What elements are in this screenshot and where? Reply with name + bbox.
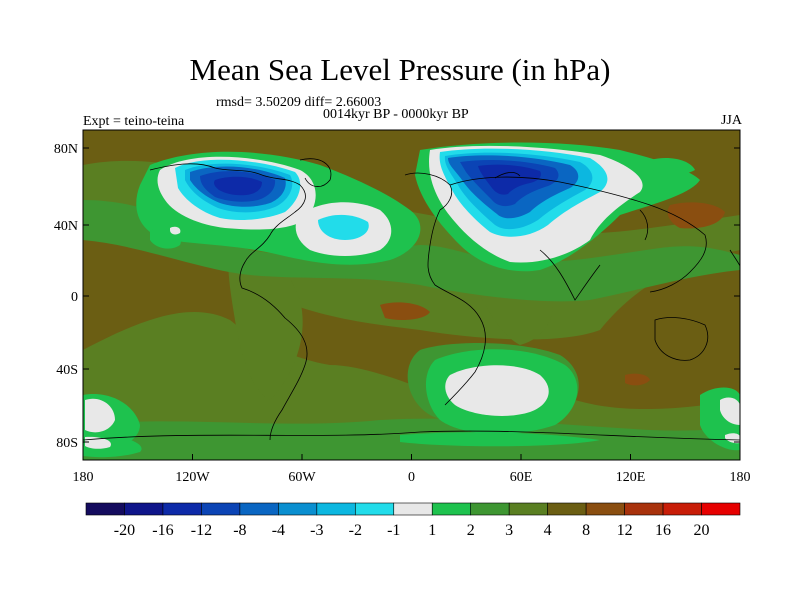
colorbar-label: -3 [310, 522, 323, 539]
field-band-neg12-neg8 [214, 164, 541, 196]
coastlines [83, 158, 740, 441]
colorbar-swatch [124, 502, 164, 516]
colorbar-swatch [239, 502, 279, 516]
colorbar-label: 1 [428, 522, 436, 539]
period-text: 0014kyr BP - 0000kyr BP [323, 107, 469, 122]
pressure-field [83, 130, 740, 460]
colorbar-label: 20 [694, 522, 710, 539]
lon-label: 180 [73, 470, 94, 485]
colorbar-swatch [701, 502, 741, 516]
lat-label: 40S [56, 363, 78, 378]
colorbar-label: -20 [114, 522, 135, 539]
lon-label: 180 [730, 470, 751, 485]
colorbar-swatch [201, 502, 241, 516]
colorbar-swatch [508, 502, 548, 516]
colorbar-label: 4 [544, 522, 552, 539]
colorbar-label: -8 [233, 522, 246, 539]
lon-label: 120W [175, 470, 210, 485]
colorbar: -20 -16 -12 -8 -4 -3 -2 -1 1 2 3 4 8 12 16 20 [85, 502, 741, 539]
experiment-label: Expt = teino-teina [83, 114, 185, 129]
lat-label: 80N [54, 142, 78, 157]
lon-label: 0 [408, 470, 415, 485]
colorbar-label: -1 [387, 522, 400, 539]
colorbar-label: 12 [617, 522, 633, 539]
colorbar-label: -16 [152, 522, 173, 539]
statistics-text: rmsd= 3.50209 diff= 2.66003 [216, 95, 382, 110]
colorbar-label: 3 [505, 522, 513, 539]
colorbar-swatch [393, 502, 433, 516]
colorbar-label: 16 [655, 522, 671, 539]
colorbar-swatch [354, 502, 395, 516]
colorbar-swatch [316, 502, 356, 516]
colorbar-swatch [662, 502, 702, 516]
colorbar-label: -2 [349, 522, 362, 539]
lon-label: 60E [510, 470, 533, 485]
colorbar-swatch [470, 502, 510, 516]
season-label: JJA [720, 113, 742, 128]
colorbar-label: -4 [272, 522, 285, 539]
lat-label: 0 [71, 290, 78, 305]
field-band-8-12 [380, 202, 725, 386]
colorbar-swatch [431, 502, 472, 516]
lat-label: 80S [56, 436, 78, 451]
lon-label: 60W [288, 470, 316, 485]
lat-label: 40N [54, 219, 78, 234]
colorbar-swatch [85, 502, 125, 516]
colorbar-swatch [585, 502, 625, 516]
colorbar-label: 2 [467, 522, 475, 539]
colorbar-label: 8 [582, 522, 590, 539]
lon-label: 120E [616, 470, 646, 485]
colorbar-label: -12 [191, 522, 212, 539]
colorbar-swatch [624, 502, 664, 516]
map-title: Mean Sea Level Pressure (in hPa) [189, 52, 611, 87]
latitude-axis: 80N 40N 0 40S 80S [54, 142, 740, 451]
colorbar-swatch [547, 502, 587, 516]
colorbar-swatch [278, 502, 318, 516]
longitude-axis: 180 120W 60W 0 60E 120E 180 [73, 454, 751, 485]
colorbar-swatch [162, 502, 202, 516]
